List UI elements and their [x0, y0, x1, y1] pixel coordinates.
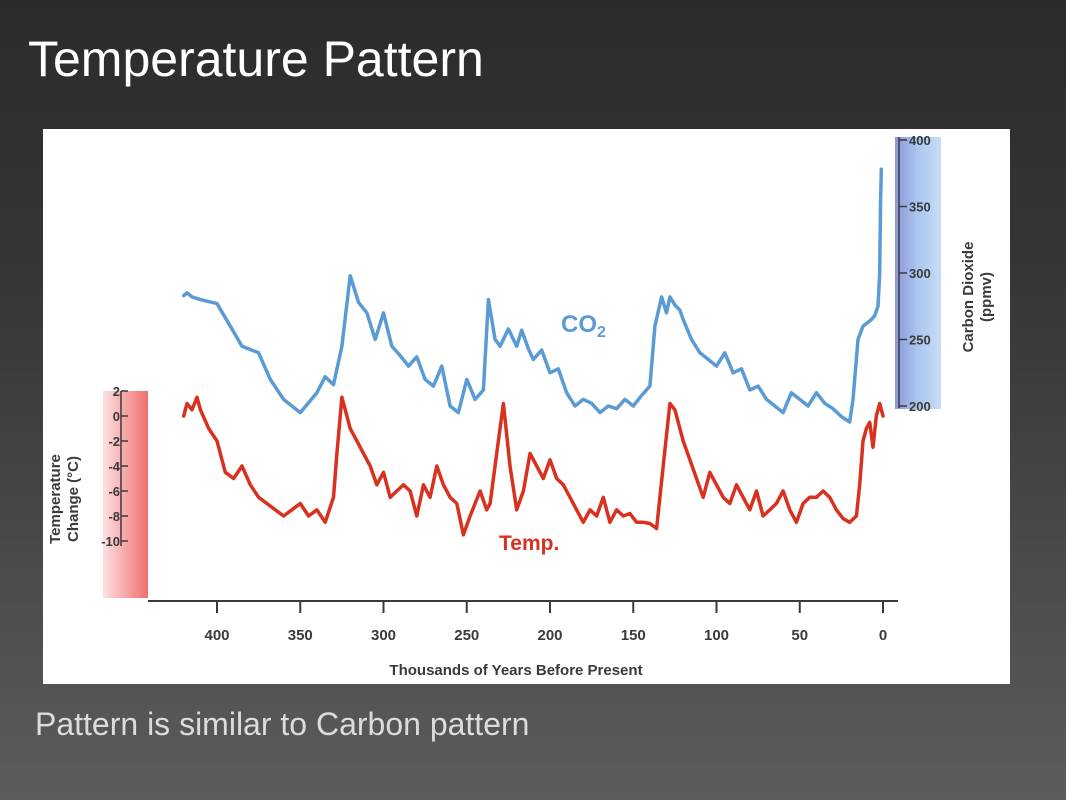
x-tick-label: 0 — [879, 627, 887, 644]
x-tick-label: 100 — [704, 627, 729, 644]
x-tick-label: 150 — [621, 627, 646, 644]
temp-series-line — [181, 395, 885, 537]
chart-svg: 400 350 300 250 200 150 100 50 0 2 0 -2 -4 -6 -8 -10 400… — [47, 133, 995, 679]
temp-series-label: Temp. — [499, 532, 559, 555]
chart-panel: 400 350 300 250 200 150 100 50 0 2 0 -2 -4 -6 -8 -10 400… — [43, 129, 1010, 684]
x-axis-label: Thousands of Years Before Present — [389, 662, 642, 679]
left-tick-label: 0 — [113, 409, 120, 424]
left-axis-label-line2: Change (°C) — [65, 456, 82, 542]
left-tick-label: -2 — [108, 434, 120, 449]
co2-series-label: CO2 — [561, 311, 606, 341]
right-axis-label-line1: Carbon Dioxide — [960, 242, 977, 353]
right-tick-label: 300 — [909, 266, 931, 281]
x-tick-label: 350 — [288, 627, 313, 644]
left-axis-label-line1: Temperature — [47, 454, 64, 544]
left-tick-label: -10 — [101, 534, 120, 549]
x-tick-label: 50 — [791, 627, 808, 644]
right-tick-label: 350 — [909, 200, 931, 215]
slide-caption: Pattern is similar to Carbon pattern — [35, 706, 530, 742]
co2-label-sub: 2 — [597, 324, 606, 341]
x-tick-label: 200 — [537, 627, 562, 644]
x-tick-label: 400 — [204, 627, 229, 644]
co2-series-line — [181, 167, 884, 424]
left-tick-label: -4 — [108, 459, 120, 474]
left-tick-label: -8 — [108, 509, 120, 524]
slide-title: Temperature Pattern — [28, 31, 484, 87]
right-axis-label-line2: (ppmv) — [978, 272, 995, 322]
right-tick-label: 400 — [909, 133, 931, 148]
x-tick-label: 300 — [371, 627, 396, 644]
x-tick-label: 250 — [454, 627, 479, 644]
left-axis-band — [103, 391, 148, 598]
labels-layer: CO2 Temp. Thousands of Years Before Pres… — [47, 242, 995, 679]
co2-label-main: CO — [561, 311, 597, 338]
left-tick-label: 2 — [113, 384, 120, 399]
series-layer — [181, 167, 885, 537]
right-tick-label: 250 — [909, 333, 931, 348]
left-tick-label: -6 — [108, 484, 120, 499]
axes-layer: 400 350 300 250 200 150 100 50 0 2 0 -2 -4 -6 -8 -10 400… — [101, 133, 931, 644]
right-tick-label: 200 — [909, 399, 931, 414]
